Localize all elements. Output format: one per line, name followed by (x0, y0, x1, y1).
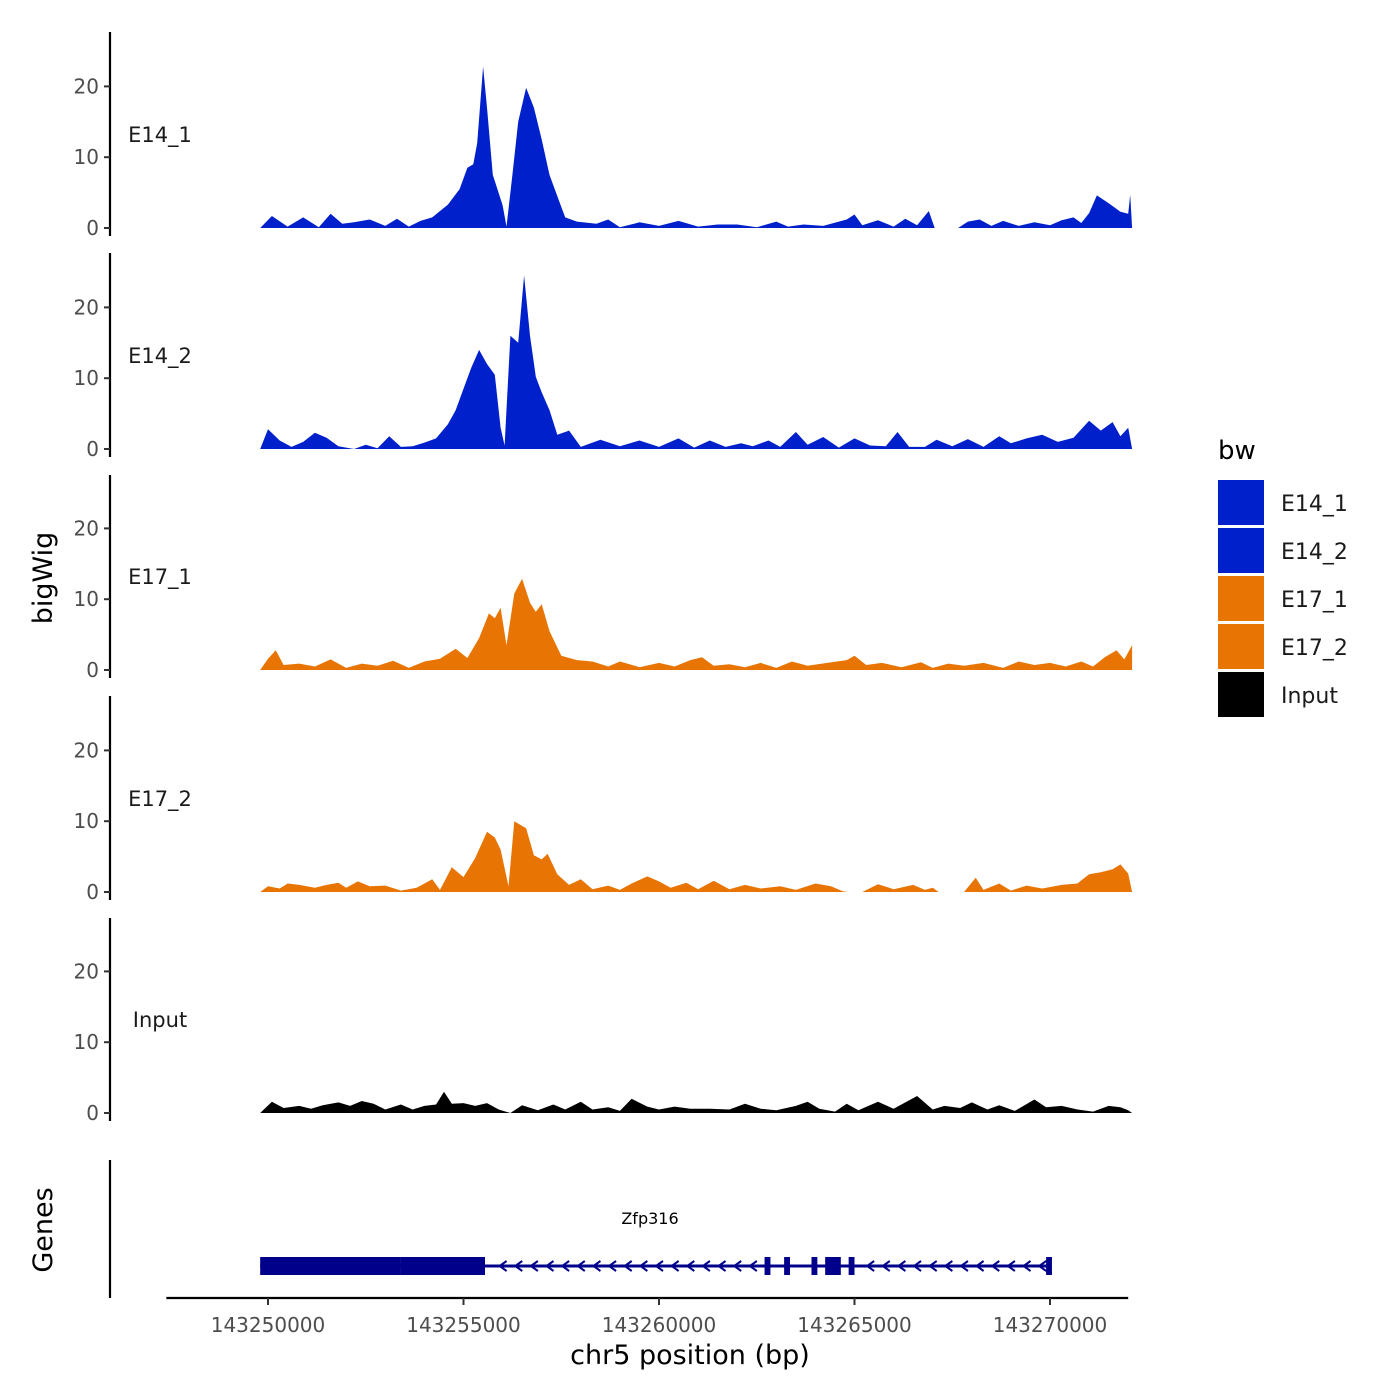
strand-arrow (1037, 1260, 1047, 1272)
legend-label: Input (1281, 684, 1338, 709)
gene-exon (848, 1257, 855, 1275)
area-e14-1 (260, 66, 1133, 228)
strand-arrow (959, 1260, 969, 1272)
track-panel-e17-2: 0 10 20 E17_2 (74, 696, 1133, 904)
strand-arrow (1006, 1260, 1016, 1272)
legend: bw E14_1 E14_2 E17_1 E17_2 Input (1218, 436, 1348, 717)
y-tick-label: 10 (74, 809, 99, 833)
x-tick-label: 143265000 (797, 1313, 912, 1337)
track-label-e14-1: E14_1 (128, 123, 192, 148)
legend-item-e14-1: E14_1 (1218, 480, 1348, 525)
y-tick-label: 20 (74, 516, 99, 540)
gene-thick-block (260, 1257, 401, 1275)
track-panel-e14-1: 0 10 20 E14_1 (74, 32, 1133, 240)
legend-swatch (1218, 528, 1264, 573)
gene-thick-block (400, 1257, 486, 1275)
y-tick-label: 10 (74, 145, 99, 169)
strand-arrow (576, 1260, 586, 1272)
strand-arrow (685, 1260, 695, 1272)
area-e14-2 (260, 275, 1133, 449)
track-label-input: Input (133, 1008, 187, 1032)
strand-arrow (513, 1260, 523, 1272)
genes-axis-title: Genes (28, 1187, 59, 1272)
track-label-e17-1: E17_1 (128, 565, 192, 590)
legend-swatch (1218, 480, 1264, 525)
strand-arrow (865, 1260, 875, 1272)
y-tick-label: 10 (74, 1030, 99, 1054)
strand-arrow (716, 1260, 727, 1272)
legend-title: bw (1218, 436, 1256, 466)
gene-exon (825, 1257, 841, 1275)
track-panel-e14-2: 0 10 20 E14_2 (74, 253, 1133, 461)
x-axis: 143250000 143255000 143260000 143265000 1432… (166, 1296, 1129, 1337)
gene-exon (764, 1257, 771, 1275)
strand-arrow (974, 1260, 985, 1272)
x-tick-label: 143255000 (406, 1313, 521, 1337)
y-tick-label: 10 (74, 587, 99, 611)
area-input (260, 1091, 1133, 1113)
y-tick-label: 20 (74, 295, 99, 319)
gene-label: Zfp316 (621, 1209, 678, 1228)
strand-arrow (560, 1260, 570, 1272)
legend-label: E17_2 (1281, 636, 1348, 661)
x-axis-title: chr5 position (bp) (570, 1340, 810, 1371)
strand-arrow (943, 1260, 953, 1272)
track-panel-input: 0 10 20 Input (74, 918, 1133, 1125)
legend-swatch (1218, 576, 1264, 621)
legend-swatch (1218, 624, 1264, 669)
legend-item-e17-1: E17_1 (1218, 576, 1348, 621)
strand-arrow (927, 1260, 938, 1272)
strand-arrow (881, 1260, 891, 1272)
strand-arrow (591, 1260, 602, 1272)
legend-item-input: Input (1218, 672, 1338, 717)
y-tick-label: 20 (74, 959, 99, 983)
gene-exon (784, 1257, 790, 1275)
strand-arrow (529, 1260, 539, 1272)
area-e17-1 (260, 578, 1133, 670)
y-axis-title: bigWig (28, 532, 59, 625)
y-tick-label: 20 (74, 738, 99, 762)
y-tick-label: 0 (86, 880, 99, 904)
track-label-e14-2: E14_2 (128, 344, 192, 369)
legend-item-e14-2: E14_2 (1218, 528, 1348, 573)
y-tick-label: 10 (74, 366, 99, 390)
strand-arrow (544, 1260, 555, 1272)
area-e17-2 (260, 821, 1133, 892)
strand-arrow (497, 1260, 508, 1272)
strand-arrow (622, 1260, 633, 1272)
track-label-e17-2: E17_2 (128, 787, 192, 812)
x-tick-label: 143270000 (993, 1313, 1108, 1337)
strand-arrow (1021, 1260, 1032, 1272)
y-tick-label: 0 (86, 437, 99, 461)
legend-swatch (1218, 672, 1264, 717)
strand-arrow (607, 1260, 617, 1272)
x-tick-label: 143260000 (602, 1313, 717, 1337)
y-tick-label: 0 (86, 658, 99, 682)
strand-arrow (638, 1260, 648, 1272)
legend-label: E14_2 (1281, 540, 1348, 565)
y-tick-label: 0 (86, 216, 99, 240)
gene-exon (811, 1257, 818, 1275)
y-tick-label: 0 (86, 1101, 99, 1125)
track-panel-e17-1: 0 10 20 E17_1 (74, 475, 1133, 682)
strand-arrow (732, 1260, 742, 1272)
tracks-layer: 0 10 20 E14_1 0 10 20 E14_2 0 10 20 E17_1 0 10 20 E17_2… (74, 32, 1133, 1125)
strand-arrow (748, 1260, 758, 1272)
legend-item-e17-2: E17_2 (1218, 624, 1348, 669)
strand-arrow (654, 1260, 664, 1272)
strand-arrow (896, 1260, 907, 1272)
strand-arrow (912, 1260, 922, 1272)
x-tick-label: 143250000 (211, 1313, 326, 1337)
gene-exon (1046, 1257, 1052, 1275)
y-tick-label: 20 (74, 74, 99, 98)
legend-label: E17_1 (1281, 588, 1348, 613)
strand-arrow (990, 1260, 1000, 1272)
strand-arrow (701, 1260, 711, 1272)
gene-track: Zfp316 (108, 1160, 1052, 1298)
strand-arrow (669, 1260, 680, 1272)
legend-label: E14_1 (1281, 492, 1348, 517)
